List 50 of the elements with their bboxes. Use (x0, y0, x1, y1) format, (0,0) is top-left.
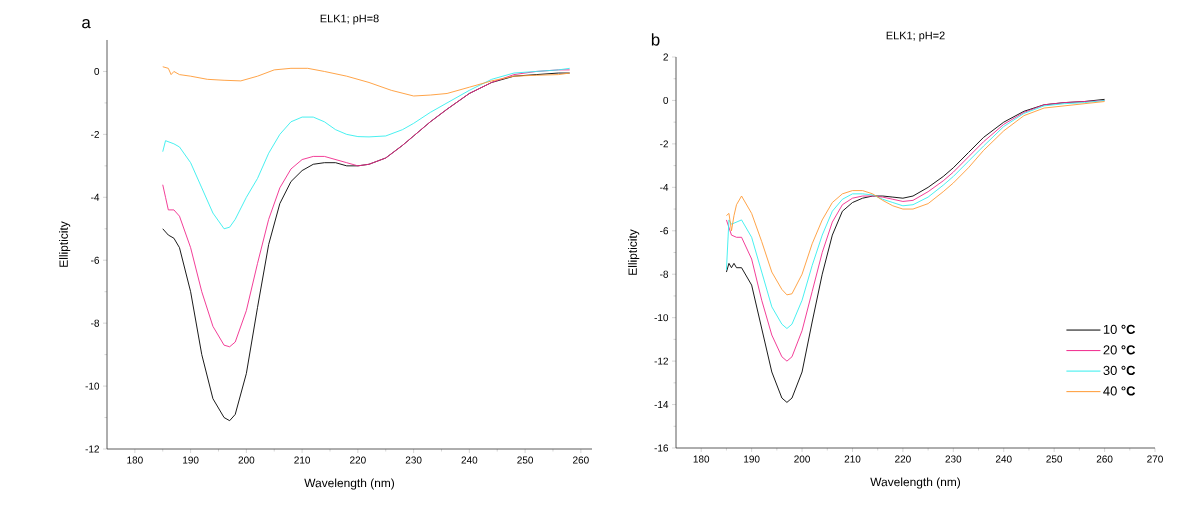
y-tick-label: -8 (660, 270, 669, 278)
y-tick-label: -10 (654, 314, 669, 322)
x-tick-label: 220 (350, 456, 366, 464)
text: b (651, 33, 660, 46)
x-tick-label: 270 (1147, 455, 1163, 463)
x-axis-title: Wavelength (nm) (870, 477, 961, 489)
y-tick-label: 0 (94, 67, 100, 75)
x-tick-label: 180 (127, 456, 143, 464)
y-tick-label: -10 (85, 382, 100, 390)
y-tick-label: -8 (91, 319, 100, 327)
y-tick-label: -14 (654, 401, 669, 408)
y-tick-label: -12 (654, 357, 668, 365)
chart-title: ELK1; pH=2 (886, 31, 945, 42)
y-axis-title: Ellipticity (59, 221, 71, 267)
legend-label: 20 °C (1103, 345, 1136, 355)
y-tick-label: -2 (660, 140, 668, 148)
x-tick-label: 260 (1096, 455, 1113, 463)
y-tick-label: -6 (91, 256, 100, 264)
x-tick-label: 190 (744, 455, 760, 463)
x-tick-label: 190 (183, 456, 199, 464)
x-tick-label: 230 (945, 455, 962, 463)
x-tick-label: 200 (238, 456, 255, 464)
y-tick-label: -6 (660, 227, 669, 235)
line-series (162, 67, 571, 230)
x-tick-label: 220 (895, 455, 911, 463)
x-tick-label: 200 (794, 455, 810, 463)
y-tick-label: -4 (660, 183, 669, 191)
x-tick-label: 250 (517, 456, 534, 464)
x-tick-label: 180 (693, 455, 710, 463)
y-tick-label: -12 (85, 445, 99, 453)
line-series (162, 66, 571, 97)
y-tick-label: -2 (91, 130, 99, 138)
y-axis-title: Ellipticity (628, 229, 640, 275)
x-tick-label: 240 (461, 456, 478, 464)
chart-title: ELK1; pH=8 (320, 14, 379, 25)
y-tick-label: 0 (663, 96, 669, 104)
x-tick-label: 240 (995, 455, 1012, 463)
x-tick-label: 210 (294, 456, 311, 464)
y-tick-label: 2 (663, 53, 668, 61)
y-tick-label: -4 (91, 193, 100, 201)
legend-label: 30 °C (1103, 365, 1136, 375)
x-tick-label: 230 (405, 456, 422, 464)
legend-label: 10 °C (1103, 324, 1136, 334)
x-axis-title: Wavelength (nm) (304, 478, 395, 490)
x-tick-label: 250 (1046, 455, 1063, 463)
text: a (82, 19, 91, 29)
y-tick-label: -16 (654, 444, 669, 452)
x-tick-label: 260 (573, 456, 589, 464)
x-tick-label: 210 (844, 455, 861, 463)
legend-label: 40 °C (1103, 386, 1136, 396)
